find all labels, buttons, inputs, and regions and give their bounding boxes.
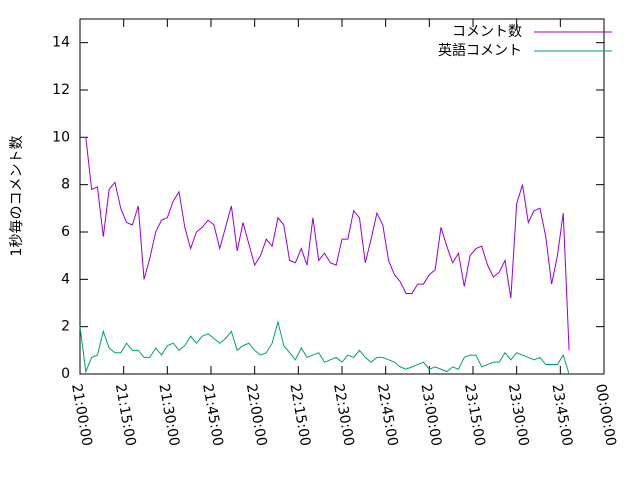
plot-frame	[79, 18, 605, 375]
legend-label: 英語コメント	[438, 42, 522, 59]
y-tick-label: 2	[61, 319, 70, 335]
x-tick-label: 22:00:00	[243, 383, 270, 448]
x-tick-label: 23:00:00	[417, 383, 444, 448]
legend-label: コメント数	[452, 24, 522, 40]
x-tick-label: 00:00:00	[592, 383, 619, 448]
y-tick-label: 10	[52, 129, 70, 145]
y-tick-label: 8	[61, 177, 70, 193]
x-tick-label: 21:15:00	[112, 383, 139, 448]
y-tick-label: 14	[52, 35, 70, 51]
x-tick-label: 22:15:00	[286, 383, 313, 448]
line-series	[80, 136, 570, 351]
y-tick-label: 12	[52, 82, 70, 98]
x-tick-label: 22:30:00	[330, 383, 357, 448]
y-tick-label: 0	[61, 366, 70, 382]
x-tick-label: 21:00:00	[68, 383, 95, 448]
x-tick-label: 23:30:00	[505, 383, 532, 448]
x-tick-label: 22:45:00	[374, 383, 401, 448]
y-tick-label: 6	[61, 224, 70, 240]
y-axis-label: 1秒毎のコメント数	[9, 136, 25, 257]
x-tick-label: 21:30:00	[155, 383, 182, 448]
x-tick-label: 23:45:00	[548, 383, 575, 448]
x-tick-label: 23:15:00	[461, 383, 488, 448]
x-tick-label: 21:45:00	[199, 383, 226, 448]
line-series	[79, 319, 570, 375]
y-tick-label: 4	[61, 271, 70, 287]
